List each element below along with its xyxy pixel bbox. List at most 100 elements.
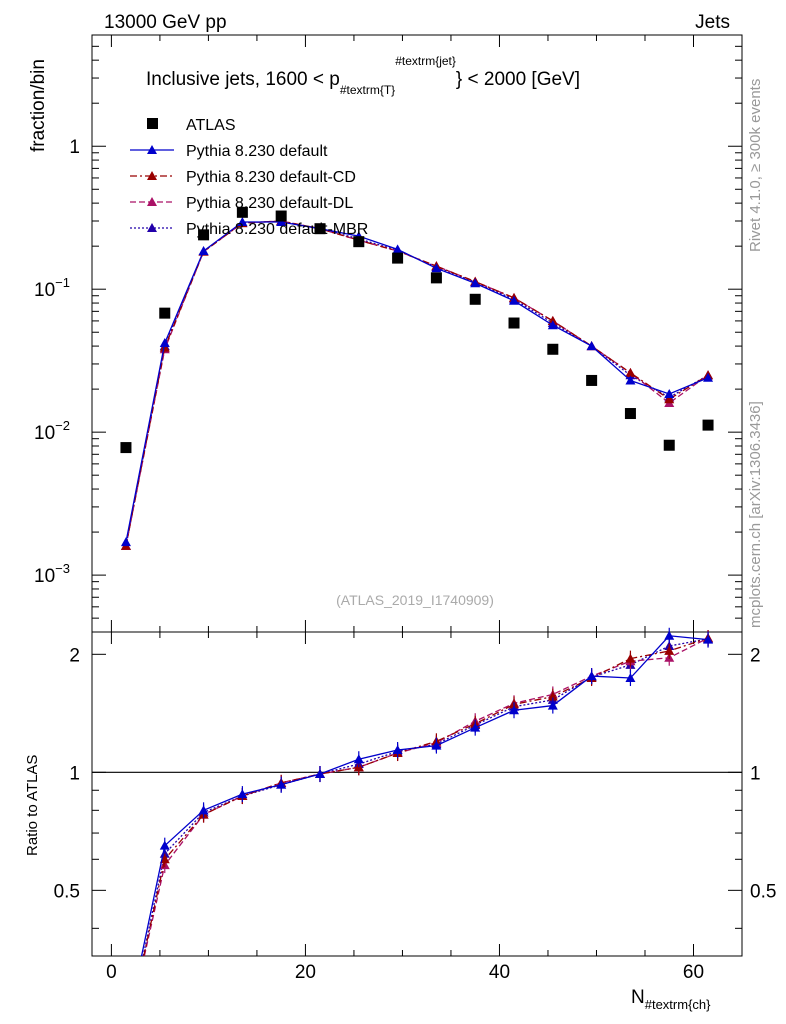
ratio-point [625,653,636,663]
x-tick-label: 0 [106,962,117,983]
series-line [125,221,709,543]
series-point [470,278,481,288]
legend: ATLAS Pythia 8.230 default Pythia 8.230 de… [130,117,368,238]
series-point [625,375,636,385]
legend-label: ATLAS [186,117,236,134]
series-point [198,246,209,256]
atlas-data-point [469,293,481,305]
series-point [664,388,675,398]
ratio-point [314,769,325,779]
ratio-point [392,745,403,755]
axis-ticks: 0 20 40 60 1 10−1 10−2 10−3 0.5 0.5 1 1 2 2 [34,34,776,983]
legend-marker [147,223,157,232]
legend-label: Pythia 8.230 default-CD [186,169,356,186]
ratio-line [142,638,709,957]
atlas-data-point [275,210,287,222]
x-tick-label: 20 [295,962,316,983]
series-point [703,372,714,382]
ratio-tick-label-right: 2 [750,645,761,666]
ratio-point [547,691,558,701]
legend-label: Pythia 8.230 default [186,143,328,160]
ratio-point [509,705,520,715]
atlas-data-point [430,272,442,284]
ratio-tick-label: 2 [69,645,80,666]
atlas-data-point [624,408,636,420]
ratio-point [547,700,558,710]
atlas-data-point [353,236,365,248]
analysis-watermark: (ATLAS_2019_I1740909) [336,592,494,608]
series-point [159,342,170,352]
atlas-data-point [586,374,598,386]
series-point [431,263,442,273]
ratio-point [159,840,170,850]
x-tick-label: 60 [683,962,704,983]
x-label-sub: #textrm{ch} [645,997,711,1012]
atlas-data-point [159,307,171,319]
legend-marker [147,171,157,180]
title-sup: #textrm{jet} [395,54,456,68]
legend-marker-atlas [147,118,158,129]
y-tick-label: 10−1 [34,275,70,301]
ratio-line [143,637,709,957]
atlas-data-point [120,442,132,454]
rivet-version-label: Rivet 4.1.0, ≥ 300k events [747,79,764,252]
series-point [664,394,675,404]
atlas-data-point [547,343,559,355]
chart-title: Inclusive jets, 1600 < p#textrm{T} #textr… [146,54,580,97]
series-point [159,338,170,348]
series-point [120,537,131,547]
ratio-line [143,637,709,957]
ratio-point [664,645,675,655]
ratio-point [198,805,209,815]
ratio-point [353,754,364,764]
title-pre: Inclusive jets, 1600 < p [146,69,340,90]
ratio-axis-label: Ratio to ATLAS [24,755,41,856]
ratio-plot-frame [91,631,743,957]
atlas-data-point [508,317,520,329]
ratio-point [276,779,287,789]
ratio-point [470,722,481,732]
ratio-point [625,673,636,683]
x-label-main: N [631,987,645,1008]
ratio-tick-label: 0.5 [54,881,80,902]
title-post: } < 2000 [GeV] [456,69,580,90]
series-point [237,217,248,227]
series-line [125,220,709,547]
series-point [276,217,287,227]
ratio-plot-series [92,627,742,957]
legend-marker [147,145,157,154]
x-tick-label: 40 [489,962,510,983]
series-point [586,341,597,351]
legend-label: Pythia 8.230 default-DL [186,195,353,212]
series-point [509,295,520,305]
y-axis-label: fraction/bin [28,59,49,152]
title-sub: #textrm{T} [340,83,395,97]
ratio-tick-label-right: 0.5 [750,881,776,902]
ratio-tick-label: 1 [69,763,80,784]
atlas-data-point [198,229,210,241]
main-plot-series [120,206,714,550]
ratio-point [703,634,714,644]
ratio-point [431,740,442,750]
x-axis-label: N#textrm{ch} [631,987,711,1012]
atlas-data-point [663,439,675,451]
y-tick-label: 1 [69,137,80,158]
series-line [125,220,709,547]
series-point [625,367,636,377]
series-point [392,244,403,254]
ratio-line [140,635,709,957]
y-tick-label: 10−3 [34,561,70,587]
ratio-point [237,789,248,799]
ratio-point [664,630,675,640]
header-left: 13000 GeV pp [104,12,227,33]
legend-marker [147,197,157,206]
y-tick-label: 10−2 [34,418,70,444]
atlas-data-point [392,252,404,264]
series-point [547,320,558,330]
mcplots-label: mcplots.cern.ch [arXiv:1306.3436] [747,401,764,628]
atlas-data-point [314,223,326,235]
ratio-tick-label-right: 1 [750,763,761,784]
ratio-point [586,671,597,681]
atlas-data-point [236,206,248,218]
